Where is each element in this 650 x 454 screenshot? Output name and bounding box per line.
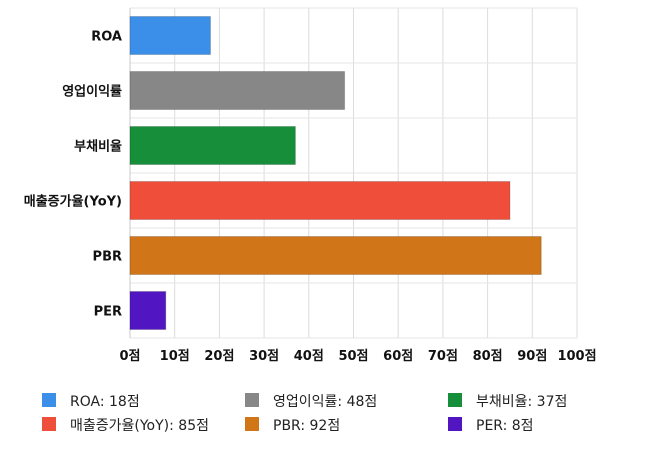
x-tick-label: 50점 <box>338 349 368 364</box>
bars <box>129 16 542 330</box>
grid <box>129 7 578 339</box>
x-tick-label: 20점 <box>204 349 234 364</box>
x-tick-label: 70점 <box>428 349 458 364</box>
legend-swatch <box>245 417 259 431</box>
legend-item[interactable]: PBR: 92점 <box>245 417 340 434</box>
x-tick-label: 90점 <box>517 349 547 364</box>
legend-label: 매출증가율(YoY): 85점 <box>70 418 209 434</box>
legend-item[interactable]: 영업이익률: 48점 <box>245 393 377 410</box>
bar[interactable] <box>129 126 296 165</box>
x-tick-label: 60점 <box>383 349 413 364</box>
legend-swatch <box>42 417 56 431</box>
category-label: 영업이익률 <box>62 84 122 100</box>
category-label: 매출증가율(YoY) <box>24 194 122 210</box>
legend-item[interactable]: PER: 8점 <box>448 417 534 434</box>
legend-swatch <box>42 393 56 407</box>
bar[interactable] <box>129 16 211 55</box>
x-tick-label: 0점 <box>119 349 140 364</box>
legend-label: PBR: 92점 <box>273 418 340 434</box>
legend-swatch <box>448 393 462 407</box>
x-tick-label: 100점 <box>557 349 596 364</box>
x-tick-label: 80점 <box>473 349 503 364</box>
x-tick-label: 30점 <box>249 349 279 364</box>
legend-label: ROA: 18점 <box>70 394 140 410</box>
legend-label: 부채비율: 37점 <box>476 394 567 410</box>
bar[interactable] <box>129 71 346 110</box>
x-tick-label: 10점 <box>160 349 190 364</box>
legend-item[interactable]: 매출증가율(YoY): 85점 <box>42 417 209 434</box>
x-axis-tick-labels: 0점 10점 20점 30점 40점 50점 60점 70점 80점 90점 100점 <box>119 349 596 364</box>
category-label: PBR <box>93 250 122 265</box>
legend-label: 영업이익률: 48점 <box>273 394 377 410</box>
legend-swatch <box>245 393 259 407</box>
x-tick-label: 40점 <box>294 349 324 364</box>
bar[interactable] <box>129 236 542 275</box>
category-label: 부채비율 <box>74 139 122 155</box>
category-label: ROA <box>91 30 122 45</box>
legend-label: PER: 8점 <box>476 418 534 434</box>
bar[interactable] <box>129 291 167 330</box>
legend-swatch <box>448 417 462 431</box>
legend-item[interactable]: ROA: 18점 <box>42 393 140 410</box>
category-label: PER <box>94 305 122 320</box>
bar[interactable] <box>129 181 511 220</box>
legend-item[interactable]: 부채비율: 37점 <box>448 393 567 410</box>
